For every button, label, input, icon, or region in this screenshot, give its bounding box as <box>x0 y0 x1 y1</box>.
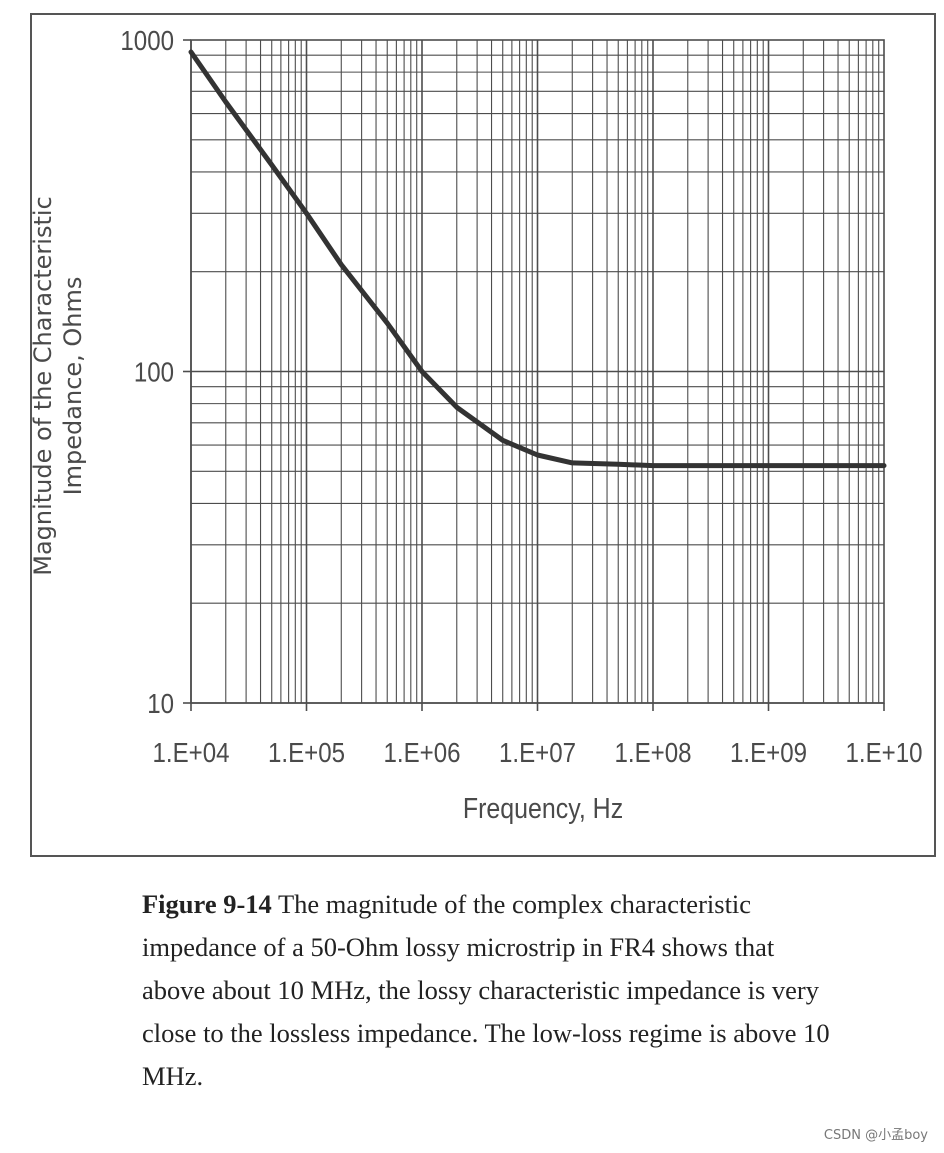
chart: 10 100 1000 1.E+04 1.E+05 1.E+06 1.E+07 1.E+08… <box>120 24 923 768</box>
figure-frame <box>30 13 936 857</box>
x-tick-label: 1.E+06 <box>384 736 461 768</box>
x-tick-label: 1.E+07 <box>499 736 576 768</box>
figure-caption: Figure 9-14 The magnitude of the complex… <box>142 883 842 1098</box>
figure-caption-label: Figure 9-14 <box>142 889 272 919</box>
x-tick-label: 1.E+08 <box>615 736 692 768</box>
watermark: CSDN @小孟boy <box>823 1128 928 1143</box>
y-axis-label-line-2: Impedance, Ohms <box>59 276 87 496</box>
y-tick-label: 100 <box>134 356 174 388</box>
x-tick-label: 1.E+05 <box>268 736 345 768</box>
impedance-curve <box>188 49 887 469</box>
y-tick-label: 10 <box>147 687 174 719</box>
x-tick-label: 1.E+09 <box>730 736 807 768</box>
y-tick-labels: 10 100 1000 <box>120 24 174 719</box>
x-tick-labels: 1.E+04 1.E+05 1.E+06 1.E+07 1.E+08 1.E+09 1.E+… <box>153 736 923 768</box>
grid <box>183 39 885 711</box>
x-tick-label: 1.E+04 <box>153 736 230 768</box>
x-axis-label: Frequency, Hz <box>462 793 624 825</box>
y-axis-label-line-1: Magnitude of the Characteristic <box>29 196 57 576</box>
x-tick-label: 1.E+10 <box>846 736 923 768</box>
y-axis-label: Magnitude of the Characteristic Impedanc… <box>28 156 88 616</box>
y-tick-label: 1000 <box>120 24 174 56</box>
figure-caption-text: The magnitude of the complex characteris… <box>142 889 830 1091</box>
